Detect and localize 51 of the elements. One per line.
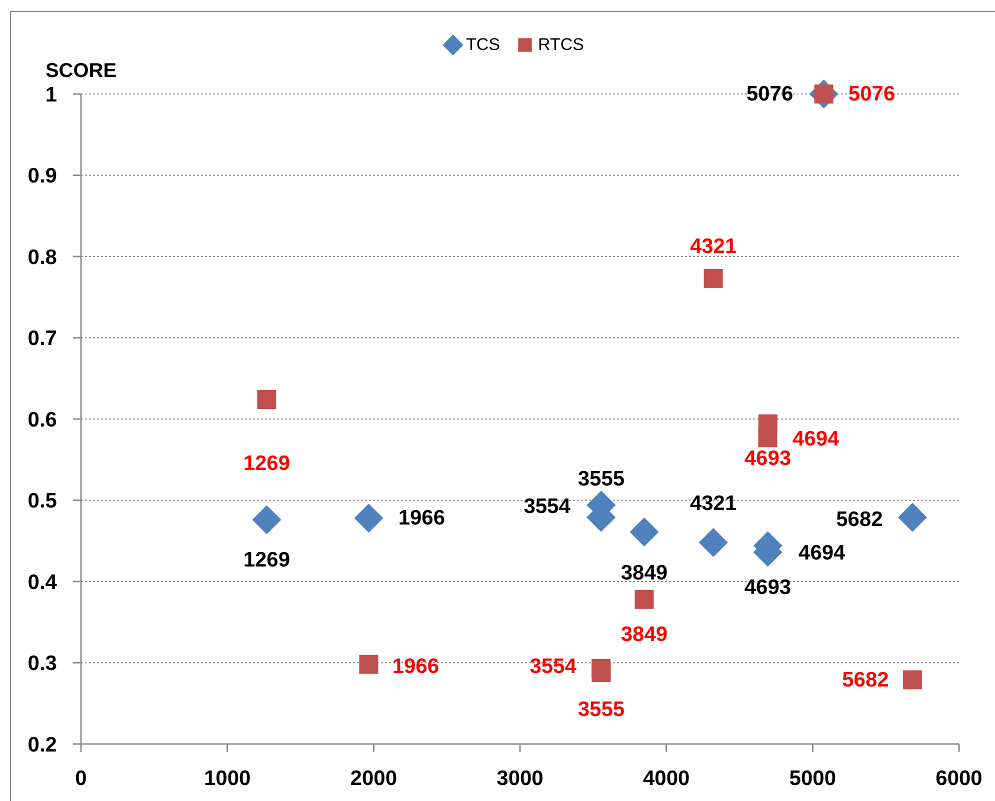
point <box>630 517 659 546</box>
annotation: 3554 <box>530 654 577 678</box>
point <box>354 504 384 533</box>
annotation: 1966 <box>392 654 440 678</box>
x-tick-label: 4000 <box>642 766 690 790</box>
y-tick-label: 0.6 <box>28 408 57 432</box>
legend-label: RTCS <box>538 35 584 55</box>
annotation: 4321 <box>690 492 737 515</box>
y-tick-label: 0.4 <box>28 570 58 594</box>
annotation: 5682 <box>842 668 889 692</box>
annotation: 1269 <box>243 548 290 572</box>
y-axis-title: SCORE <box>45 60 117 82</box>
x-tick-label: 1000 <box>204 766 251 790</box>
point <box>359 654 378 674</box>
point <box>704 268 723 288</box>
annotation: 4321 <box>690 234 737 258</box>
point <box>592 663 611 682</box>
point <box>634 590 654 609</box>
x-tick-label: 3000 <box>496 766 544 790</box>
annotation: 5076 <box>848 82 896 106</box>
point <box>698 528 728 557</box>
point <box>252 505 282 534</box>
y-tick-label: 0.7 <box>28 327 57 350</box>
annotation: 4693 <box>744 447 792 470</box>
legend-label: TCS <box>466 35 500 55</box>
y-tick-label: 0.9 <box>28 164 57 188</box>
annotation: 4694 <box>792 427 840 450</box>
annotation: 4694 <box>798 541 846 564</box>
y-tick-label: 1 <box>45 83 58 106</box>
annotation: 5076 <box>746 82 794 106</box>
annotation: 3555 <box>578 698 625 721</box>
y-tick-label: 0.2 <box>28 733 57 756</box>
point <box>898 502 927 532</box>
annotation: 3849 <box>620 561 668 584</box>
annotation: 1269 <box>243 452 290 475</box>
annotation: 3849 <box>620 622 668 646</box>
x-tick-label: 6000 <box>936 766 982 790</box>
point <box>758 414 778 434</box>
annotation: 3554 <box>524 494 571 518</box>
point <box>902 670 922 690</box>
x-tick-label: 5000 <box>789 766 836 790</box>
annotation: 1966 <box>398 506 446 530</box>
x-tick-label: 0 <box>75 766 87 790</box>
y-tick-label: 0.5 <box>28 490 58 513</box>
x-tick-label: 2000 <box>350 766 398 790</box>
y-tick-label: 0.3 <box>28 652 57 676</box>
y-tick-label: 0.8 <box>28 246 58 269</box>
annotation: 5682 <box>836 508 883 531</box>
annotation: 3555 <box>578 468 625 491</box>
point <box>257 390 276 409</box>
annotation: 4693 <box>744 576 792 599</box>
